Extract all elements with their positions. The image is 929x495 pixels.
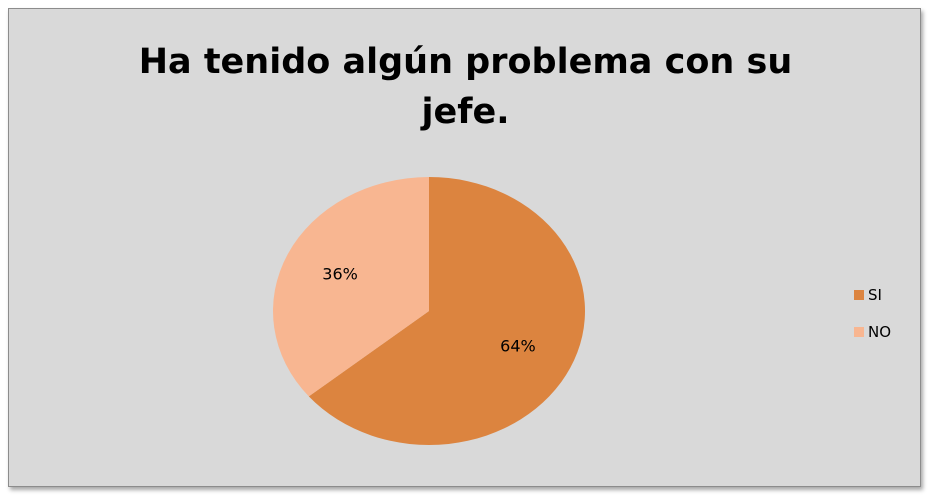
- legend-label-no: NO: [868, 323, 892, 341]
- legend-swatch-si: [854, 290, 864, 300]
- chart-area: Ha tenido algún problema con su jefe. 64…: [8, 8, 921, 487]
- data-label-no: 36%: [322, 265, 358, 284]
- legend-swatch-no: [854, 327, 864, 337]
- pie-slice-no: [273, 177, 429, 397]
- legend-item-si: SI: [854, 284, 891, 306]
- pie-slice-si: [308, 177, 586, 446]
- chart-title-line-2: jefe.: [421, 92, 510, 132]
- legend-label-si: SI: [868, 286, 882, 304]
- data-label-si: 64%: [500, 336, 536, 355]
- pie-chart: 64% 36%: [273, 177, 586, 446]
- chart-title: Ha tenido algún problema con su jefe.: [9, 37, 922, 137]
- legend: SI NO: [854, 284, 891, 358]
- chart-title-line-1: Ha tenido algún problema con su: [138, 42, 793, 82]
- legend-item-no: NO: [854, 321, 891, 343]
